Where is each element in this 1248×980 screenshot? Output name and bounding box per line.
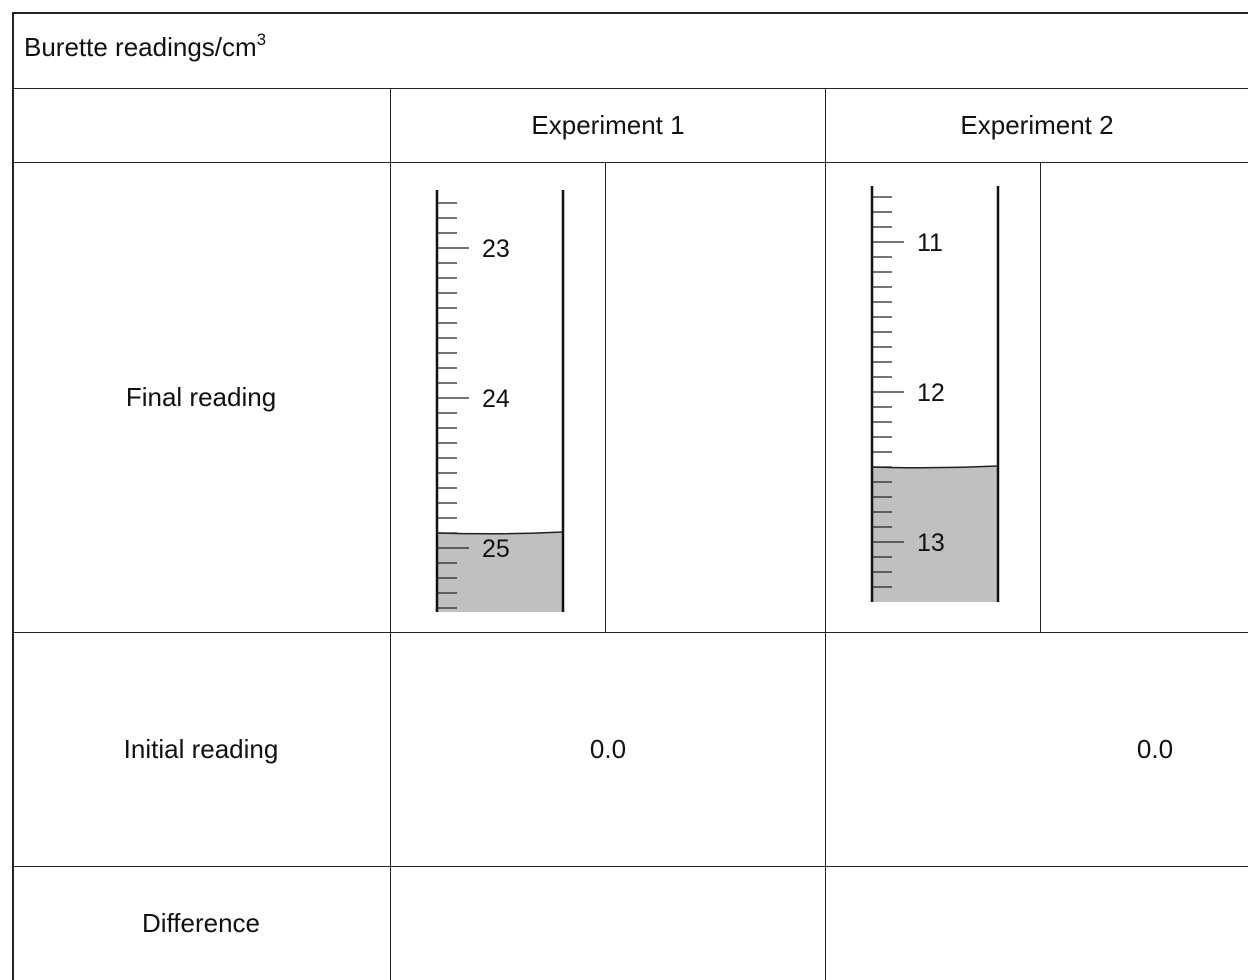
liquid-fill <box>872 467 998 602</box>
initial-reading-exp2: 0.0 <box>1136 733 1174 764</box>
initial-reading-exp1: 0.0 <box>589 733 627 764</box>
tick-label: 24 <box>482 385 510 413</box>
table-title-text: Burette readings/cm <box>24 32 257 62</box>
liquid-fill <box>437 533 563 612</box>
table-outer-top <box>12 12 1248 14</box>
table-outer-left <box>12 12 14 980</box>
col-divider-1 <box>390 88 391 980</box>
row-divider-4 <box>12 866 1248 867</box>
subcol-divider-exp2 <box>1040 162 1041 632</box>
table-title: Burette readings/cm3 <box>24 30 266 63</box>
row-label-initial-reading: Initial reading <box>123 733 279 764</box>
row-label-difference: Difference <box>141 907 261 938</box>
tick-label: 25 <box>482 535 510 563</box>
tick-label: 13 <box>917 529 945 557</box>
row-divider-1 <box>12 88 1248 89</box>
tick-label: 23 <box>482 235 510 263</box>
row-divider-2 <box>12 162 1248 163</box>
header-experiment-2: Experiment 2 <box>960 109 1114 140</box>
col-divider-2 <box>825 88 826 980</box>
burette-experiment-2: 11 12 13 <box>870 186 1000 602</box>
row-label-final-reading: Final reading <box>125 381 277 412</box>
table-title-unit-exponent: 3 <box>256 30 267 49</box>
header-experiment-1: Experiment 1 <box>531 109 685 140</box>
burette-experiment-1: 23 24 25 <box>435 190 565 612</box>
tick-label: 12 <box>917 379 945 407</box>
subcol-divider-exp1 <box>605 162 606 632</box>
row-divider-3 <box>12 632 1248 633</box>
tick-label: 11 <box>917 229 943 257</box>
